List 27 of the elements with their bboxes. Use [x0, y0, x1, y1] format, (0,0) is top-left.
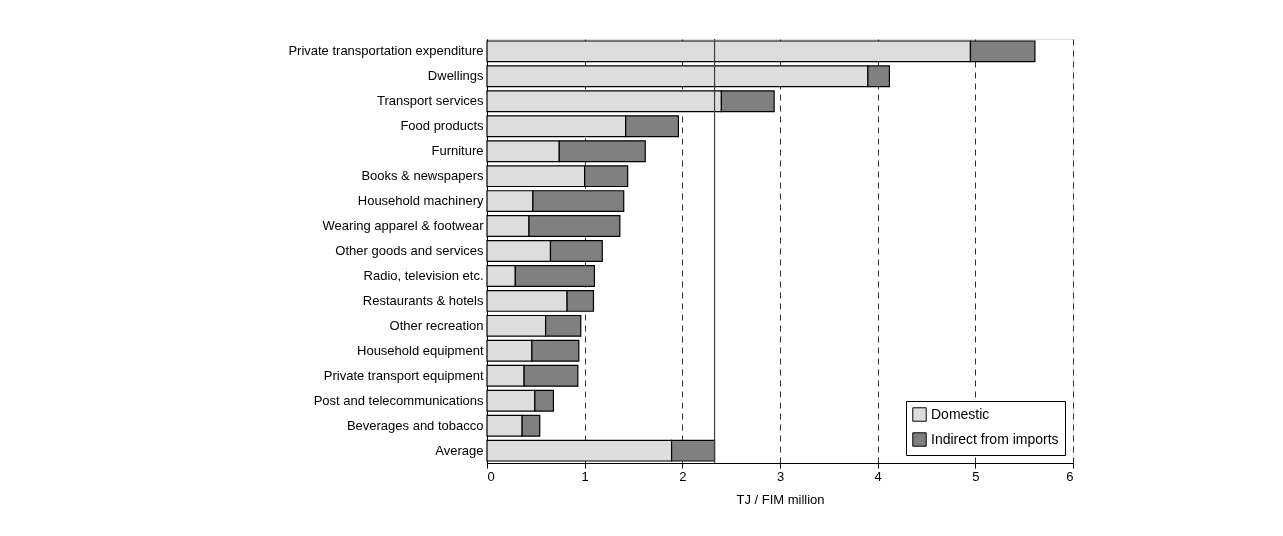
y-tick-label: Furniture [431, 143, 484, 159]
y-tick-label: Food products [400, 118, 484, 134]
y-tick-label: Private transportation expenditure [288, 43, 484, 59]
y-tick-label: Transport services [377, 93, 484, 109]
y-tick-label: Household machinery [357, 193, 484, 209]
y-tick-label: Dwellings [427, 68, 484, 84]
x-tick-label: 0 [487, 468, 495, 484]
x-tick-label: 4 [874, 468, 882, 484]
x-tick-label: 1 [581, 468, 589, 484]
x-tick-label: 5 [972, 468, 980, 484]
y-tick-label: Radio, television etc. [363, 267, 484, 283]
y-tick-label: Post and telecommunications [313, 392, 484, 408]
y-tick-label: Books & newspapers [361, 168, 484, 184]
x-axis-title: TJ / FIM million [736, 491, 825, 507]
x-tick-label: 3 [776, 468, 785, 484]
y-tick-label: Other recreation [389, 317, 484, 333]
legend-label: Indirect from imports [931, 430, 1059, 447]
x-tick-label: 2 [679, 468, 687, 484]
y-tick-label: Beverages and tobacco [346, 417, 484, 433]
y-tick-label: Wearing apparel & footwear [322, 218, 485, 234]
y-tick-label: Restaurants & hotels [362, 292, 484, 308]
y-tick-label: Average [435, 442, 484, 458]
y-tick-label: Household equipment [357, 342, 484, 358]
legend-label: Domestic [931, 405, 990, 422]
x-tick-label: 6 [1066, 468, 1074, 484]
y-tick-label: Other goods and services [335, 243, 484, 258]
y-tick-label: Private transport equipment [323, 367, 484, 383]
